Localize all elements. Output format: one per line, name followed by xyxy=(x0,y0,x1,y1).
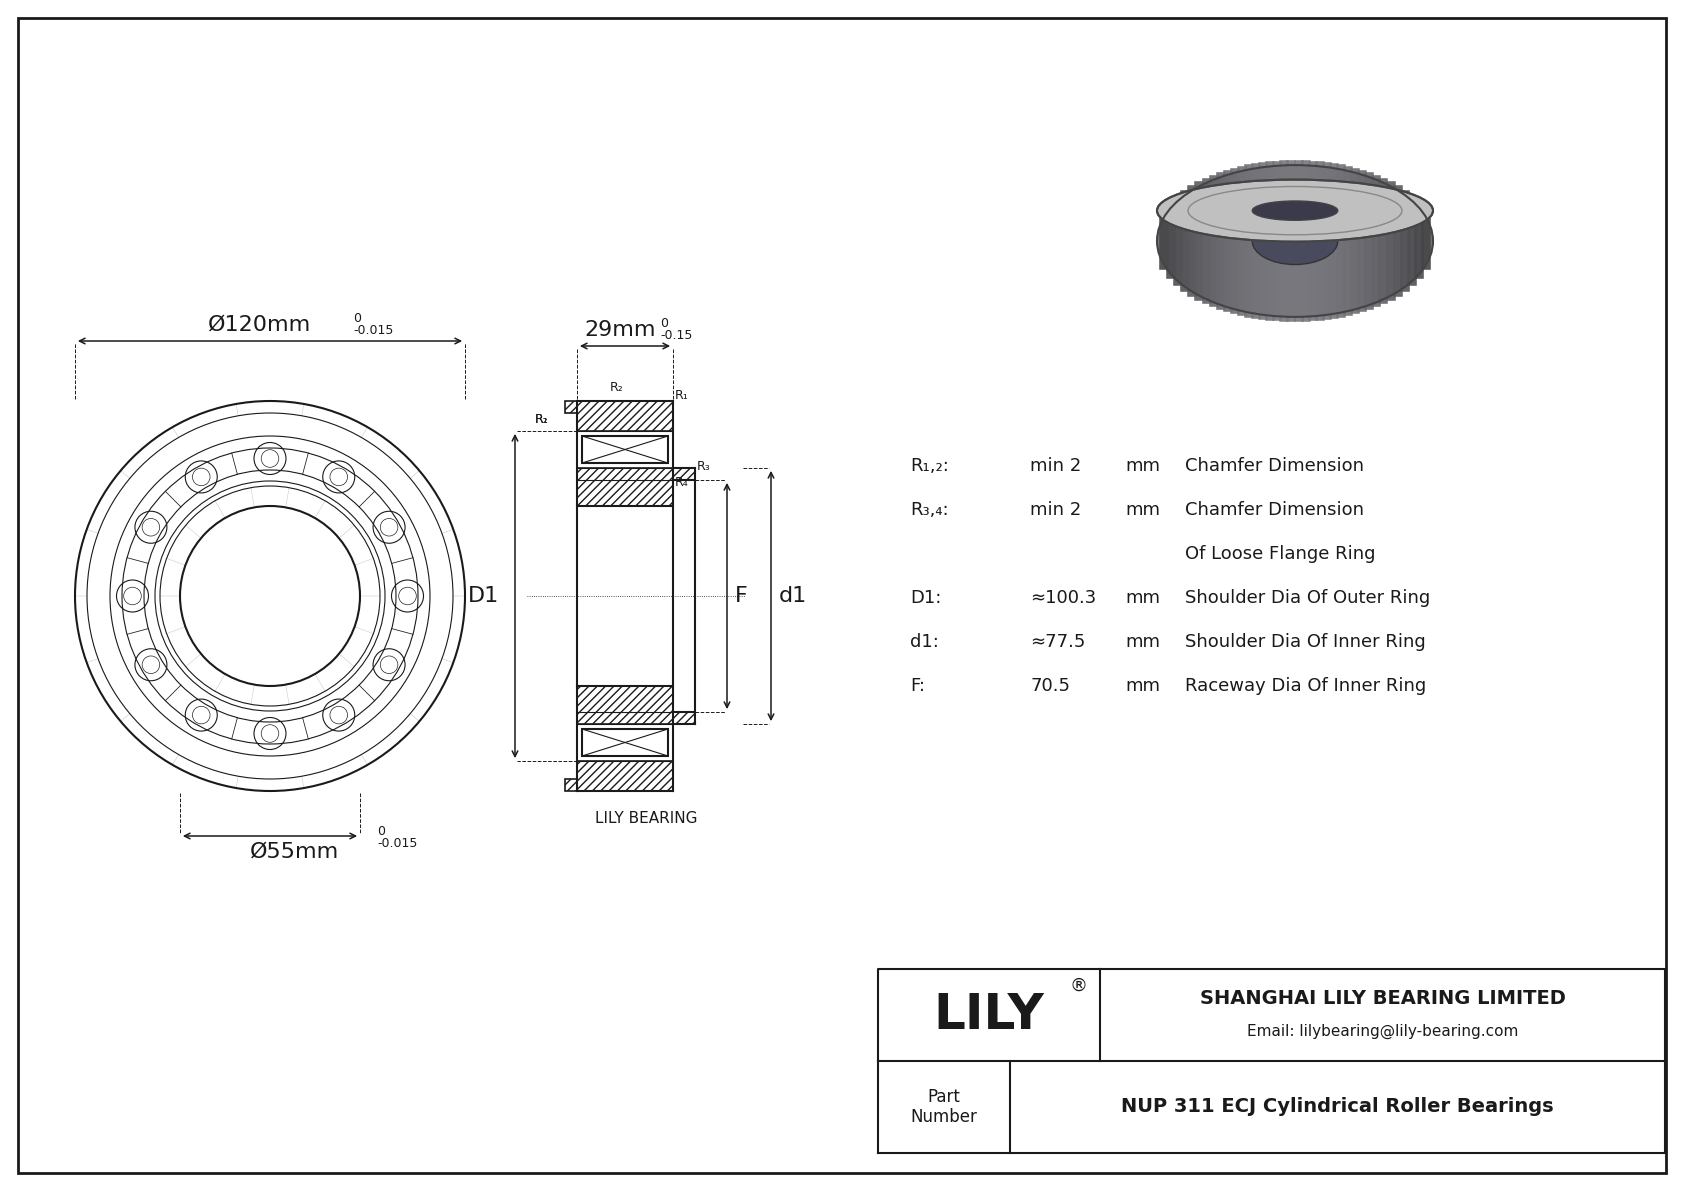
Text: Raceway Dia Of Inner Ring: Raceway Dia Of Inner Ring xyxy=(1186,676,1426,696)
Text: Part
Number: Part Number xyxy=(911,1087,977,1127)
Text: NUP 311 ECJ Cylindrical Roller Bearings: NUP 311 ECJ Cylindrical Roller Bearings xyxy=(1122,1097,1554,1116)
Text: SHANGHAI LILY BEARING LIMITED: SHANGHAI LILY BEARING LIMITED xyxy=(1199,990,1566,1009)
Text: R₂: R₂ xyxy=(536,413,549,426)
Bar xyxy=(583,729,669,756)
Text: mm: mm xyxy=(1125,457,1160,475)
Bar xyxy=(578,686,674,724)
Text: -0.015: -0.015 xyxy=(377,837,418,850)
Text: LILY BEARING: LILY BEARING xyxy=(594,811,697,827)
Text: 0: 0 xyxy=(354,312,360,325)
Text: mm: mm xyxy=(1125,501,1160,519)
Text: mm: mm xyxy=(1125,590,1160,607)
Bar xyxy=(578,761,674,791)
Text: d1:: d1: xyxy=(909,632,940,651)
Ellipse shape xyxy=(1157,166,1433,317)
Text: R₁: R₁ xyxy=(536,413,549,426)
Text: 0: 0 xyxy=(660,317,669,330)
Bar xyxy=(566,401,578,413)
Text: R₂: R₂ xyxy=(610,381,623,394)
Text: 29mm: 29mm xyxy=(584,320,655,339)
Bar xyxy=(674,468,695,480)
Text: R₃,₄:: R₃,₄: xyxy=(909,501,948,519)
Text: D1: D1 xyxy=(468,586,498,606)
Text: min 2: min 2 xyxy=(1031,457,1081,475)
Bar xyxy=(566,779,578,791)
Text: d1: d1 xyxy=(780,586,807,606)
Text: Chamfer Dimension: Chamfer Dimension xyxy=(1186,457,1364,475)
Ellipse shape xyxy=(1253,218,1337,264)
Text: ®: ® xyxy=(1069,977,1088,994)
Text: ≈100.3: ≈100.3 xyxy=(1031,590,1096,607)
Text: Ø120mm: Ø120mm xyxy=(209,314,312,335)
Bar xyxy=(674,712,695,724)
Bar xyxy=(578,401,674,431)
Bar xyxy=(578,468,674,506)
Text: F:: F: xyxy=(909,676,925,696)
Text: R₄: R₄ xyxy=(675,476,689,490)
Text: R₁,₂:: R₁,₂: xyxy=(909,457,948,475)
Text: Ø55mm: Ø55mm xyxy=(251,842,340,862)
Text: mm: mm xyxy=(1125,632,1160,651)
Text: Email: lilybearing@lily-bearing.com: Email: lilybearing@lily-bearing.com xyxy=(1246,1023,1519,1039)
Text: -0.015: -0.015 xyxy=(354,324,394,337)
Text: 0: 0 xyxy=(377,825,386,838)
Text: F: F xyxy=(734,586,748,606)
Ellipse shape xyxy=(1157,180,1433,242)
Text: R₃: R₃ xyxy=(697,460,711,473)
Text: Chamfer Dimension: Chamfer Dimension xyxy=(1186,501,1364,519)
Text: D1:: D1: xyxy=(909,590,941,607)
Ellipse shape xyxy=(1253,201,1337,220)
Bar xyxy=(583,436,669,463)
Text: ≈77.5: ≈77.5 xyxy=(1031,632,1086,651)
Text: Shoulder Dia Of Outer Ring: Shoulder Dia Of Outer Ring xyxy=(1186,590,1430,607)
Text: R₁: R₁ xyxy=(675,389,689,403)
Text: Of Loose Flange Ring: Of Loose Flange Ring xyxy=(1186,545,1376,563)
Text: Shoulder Dia Of Inner Ring: Shoulder Dia Of Inner Ring xyxy=(1186,632,1426,651)
Text: LILY: LILY xyxy=(933,991,1044,1039)
Text: -0.15: -0.15 xyxy=(660,329,692,342)
Text: min 2: min 2 xyxy=(1031,501,1081,519)
Text: 70.5: 70.5 xyxy=(1031,676,1069,696)
Text: mm: mm xyxy=(1125,676,1160,696)
